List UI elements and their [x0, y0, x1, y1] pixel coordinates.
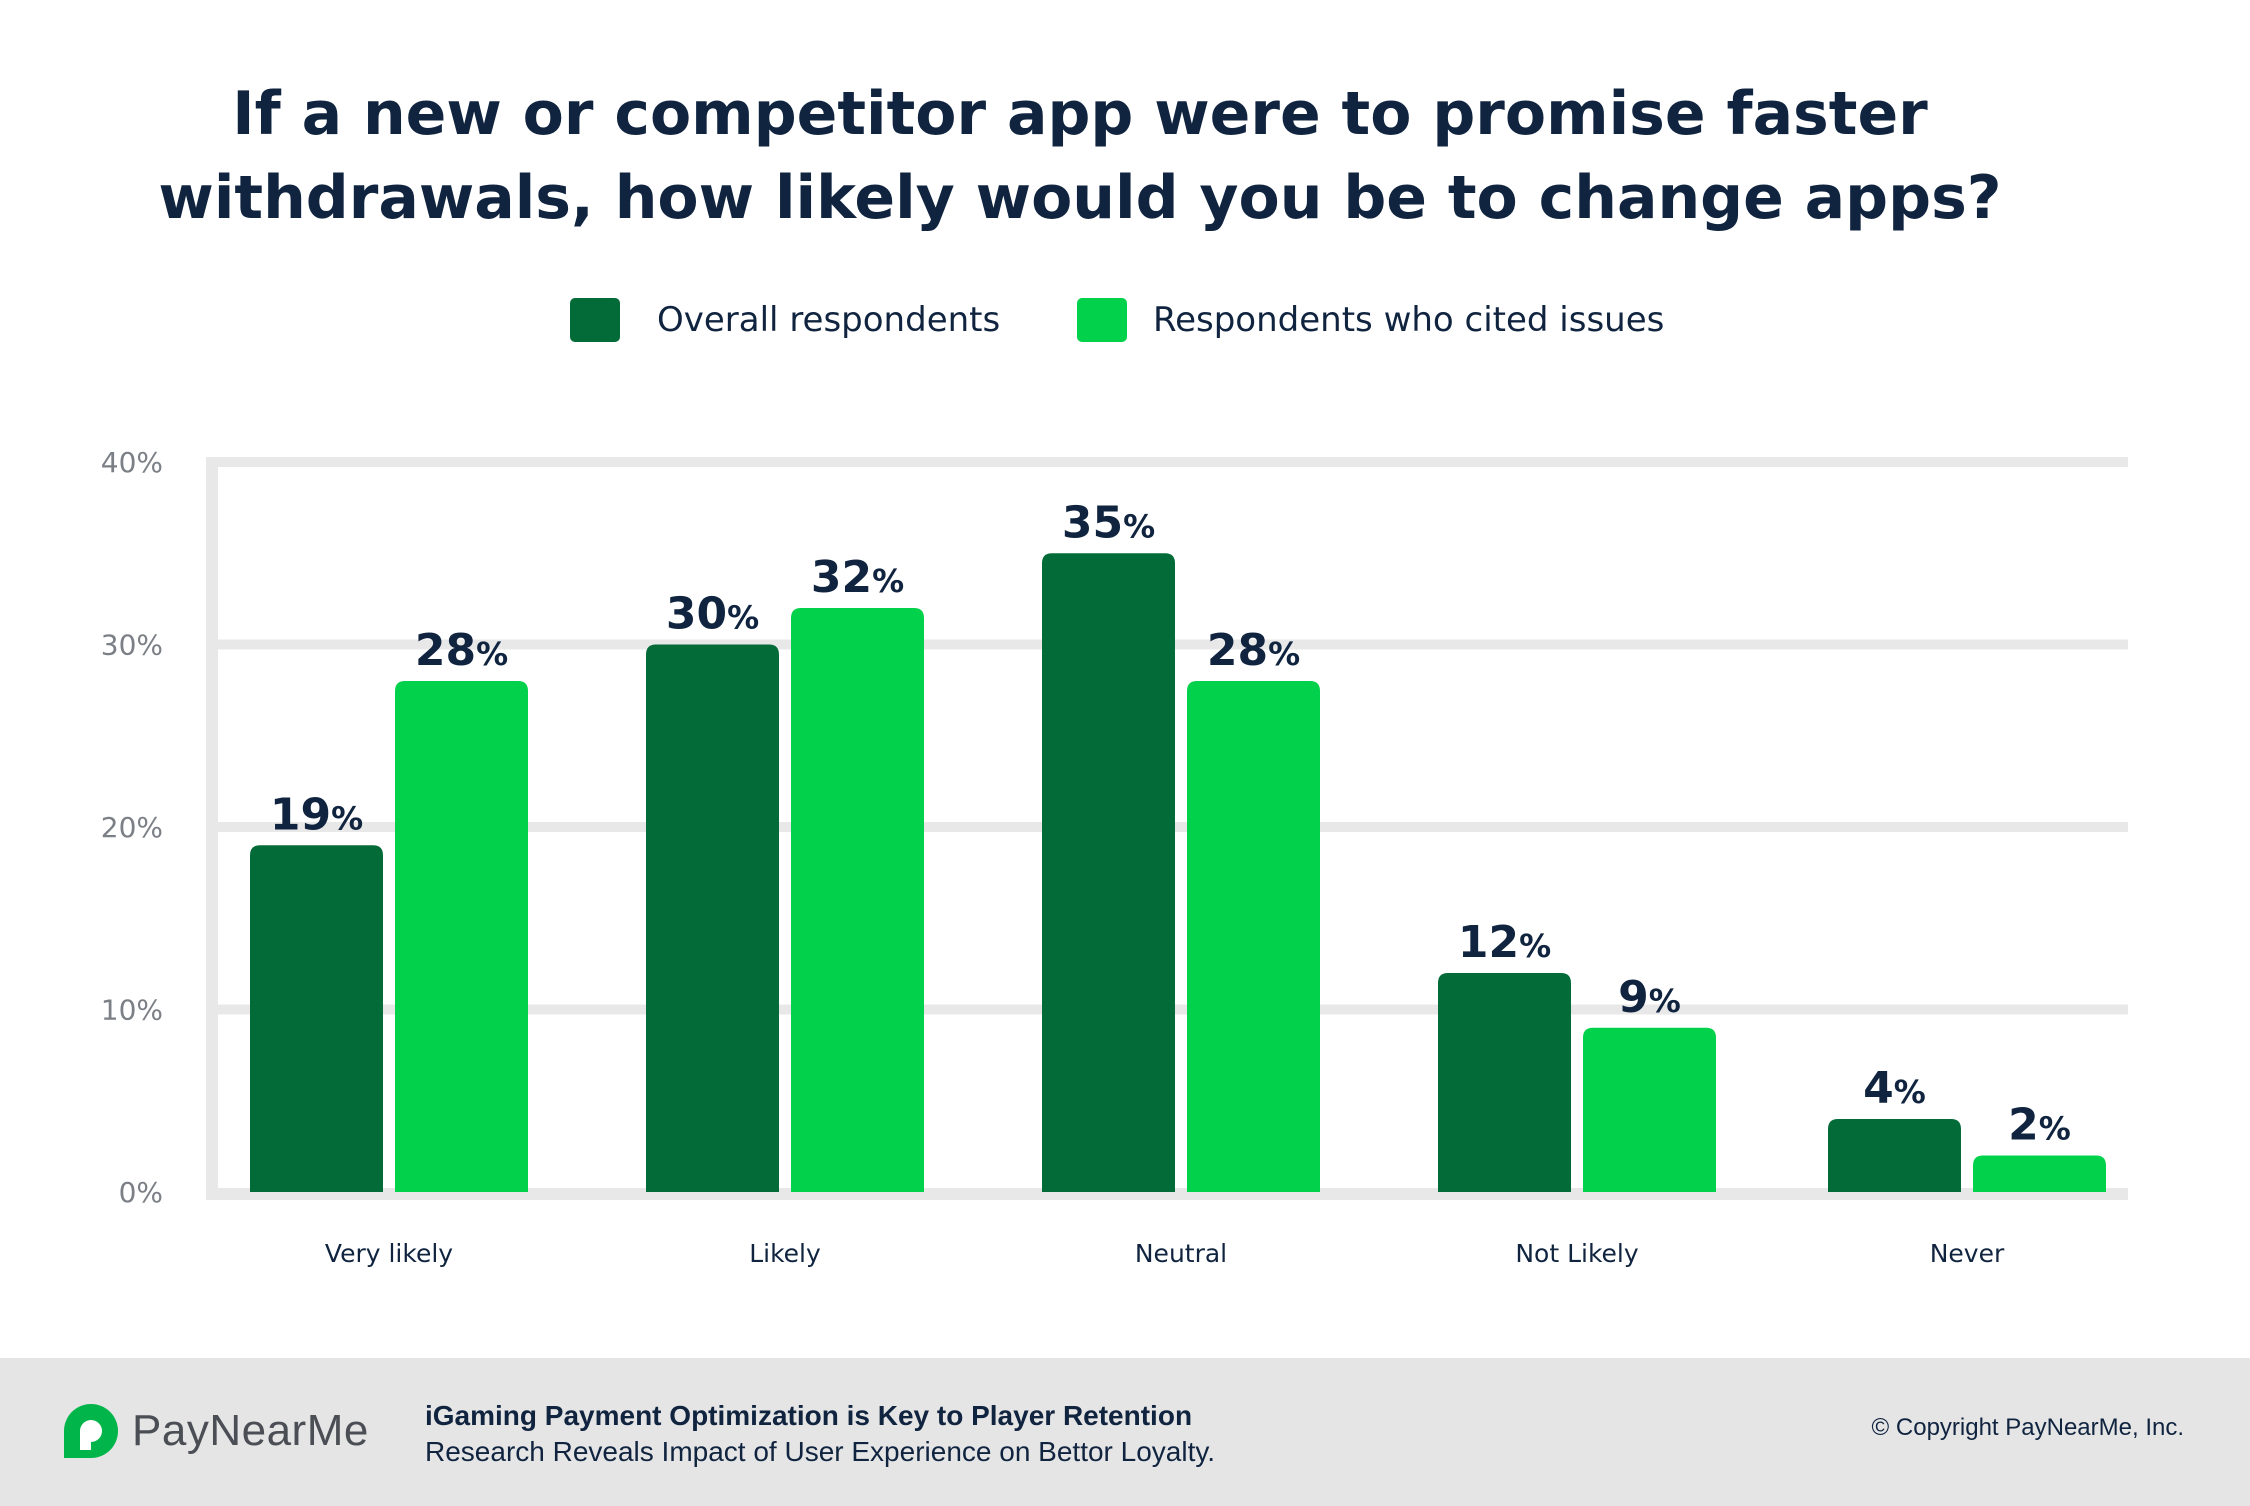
bar-overall: [1828, 1119, 1961, 1192]
y-tick-label: 20%: [101, 811, 163, 844]
data-labels: 19% 28% 30% 32% 35% 28% 12% 9% 4% 2%: [270, 497, 2071, 1150]
x-axis: Very likely Likely Neutral Not Likely Never: [325, 1239, 2005, 1268]
bar-overall: [1042, 553, 1175, 1192]
legend-label-overall: Overall respondents: [657, 300, 1000, 340]
x-tick-label: Neutral: [1135, 1239, 1227, 1268]
legend-swatch-overall: [570, 298, 620, 342]
bar-overall: [250, 845, 383, 1192]
y-tick-label: 40%: [101, 446, 163, 479]
data-label: 4%: [1863, 1063, 1926, 1114]
y-axis: 0% 10% 20% 30% 40%: [101, 446, 163, 1209]
data-label: 28%: [415, 625, 508, 676]
footer-headline: iGaming Payment Optimization is Key to P…: [425, 1400, 1193, 1431]
bar-cited-issues: [791, 608, 924, 1192]
bar-overall: [1438, 973, 1571, 1192]
data-label: 28%: [1207, 625, 1300, 676]
data-label: 30%: [666, 589, 759, 640]
data-label: 32%: [811, 552, 904, 603]
data-label: 2%: [2008, 1100, 2071, 1151]
copyright-notice: © Copyright PayNearMe, Inc.: [1871, 1414, 2184, 1441]
data-label: 19%: [270, 789, 363, 840]
x-tick-label: Very likely: [325, 1239, 453, 1268]
x-tick-label: Not Likely: [1515, 1239, 1639, 1268]
chart-title-line-1: If a new or competitor app were to promi…: [232, 79, 1928, 149]
footer: PayNearMe iGaming Payment Optimization i…: [0, 1358, 2250, 1506]
legend: Overall respondents Respondents who cite…: [570, 298, 1664, 342]
data-label: 9%: [1618, 972, 1681, 1023]
bar-cited-issues: [395, 681, 528, 1192]
bar-chart: If a new or competitor app were to promi…: [101, 79, 2128, 1268]
x-tick-label: Likely: [749, 1239, 821, 1268]
paynearme-logo: PayNearMe: [62, 1402, 369, 1460]
bar-cited-issues: [1973, 1155, 2106, 1192]
paynearme-logo-icon: [64, 1404, 118, 1458]
data-label: 12%: [1458, 917, 1551, 968]
legend-label-cited-issues: Respondents who cited issues: [1153, 300, 1664, 340]
bar-cited-issues: [1583, 1027, 1716, 1192]
bars: [250, 553, 2106, 1192]
y-tick-label: 0%: [119, 1176, 163, 1209]
footer-subline: Research Reveals Impact of User Experien…: [425, 1436, 1216, 1467]
x-tick-label: Never: [1930, 1239, 2005, 1268]
chart-title-line-2: withdrawals, how likely would you be to …: [158, 163, 2001, 233]
legend-swatch-cited-issues: [1077, 298, 1127, 342]
bar-overall: [646, 644, 779, 1192]
data-label: 35%: [1062, 497, 1155, 548]
bar-cited-issues: [1187, 681, 1320, 1192]
brand-name: PayNearMe: [132, 1406, 369, 1455]
y-tick-label: 30%: [101, 629, 163, 662]
y-tick-label: 10%: [101, 994, 163, 1027]
